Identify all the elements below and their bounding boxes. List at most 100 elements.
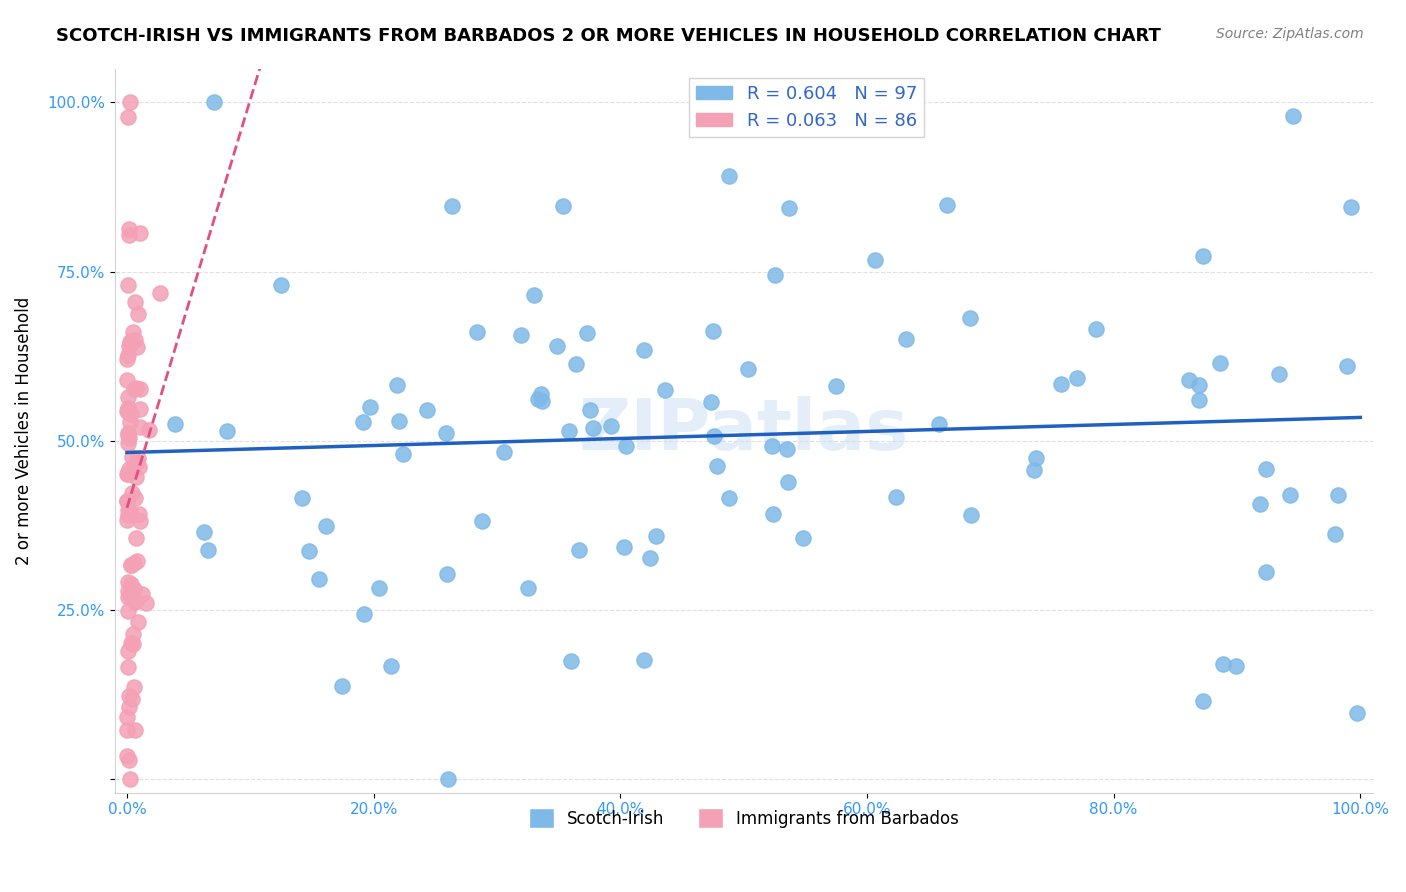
- Point: [118, 335, 141, 350]
- Point: [388, 414, 411, 428]
- Point: [118, 431, 141, 445]
- Point: [717, 169, 740, 183]
- Point: [120, 558, 142, 573]
- Point: [564, 357, 586, 371]
- Point: [120, 577, 142, 591]
- Point: [558, 424, 581, 438]
- Point: [128, 419, 150, 434]
- Point: [124, 531, 146, 545]
- Point: [1340, 200, 1362, 214]
- Point: [959, 508, 981, 522]
- Point: [546, 338, 568, 352]
- Point: [434, 425, 457, 440]
- Point: [127, 307, 149, 321]
- Point: [928, 417, 950, 431]
- Point: [115, 351, 138, 366]
- Point: [1249, 497, 1271, 511]
- Point: [138, 423, 160, 437]
- Point: [517, 582, 540, 596]
- Point: [128, 459, 150, 474]
- Point: [115, 373, 138, 387]
- Point: [718, 491, 741, 505]
- Point: [127, 450, 149, 465]
- Point: [1022, 463, 1045, 477]
- Point: [120, 334, 142, 348]
- Point: [118, 462, 141, 476]
- Point: [1279, 488, 1302, 502]
- Point: [122, 627, 145, 641]
- Point: [124, 491, 146, 506]
- Point: [702, 324, 724, 338]
- Point: [824, 378, 846, 392]
- Point: [1188, 393, 1211, 408]
- Point: [117, 277, 139, 292]
- Point: [492, 444, 515, 458]
- Point: [118, 772, 141, 786]
- Point: [1281, 109, 1303, 123]
- Point: [117, 404, 139, 418]
- Point: [700, 395, 723, 409]
- Point: [633, 343, 655, 357]
- Point: [1256, 565, 1278, 579]
- Point: [120, 407, 142, 421]
- Point: [529, 387, 551, 401]
- Point: [1025, 450, 1047, 465]
- Point: [121, 691, 143, 706]
- Point: [359, 401, 381, 415]
- Point: [117, 427, 139, 442]
- Point: [763, 268, 786, 282]
- Point: [117, 508, 139, 523]
- Point: [1346, 706, 1368, 720]
- Point: [202, 95, 225, 110]
- Point: [197, 543, 219, 558]
- Text: Source: ZipAtlas.com: Source: ZipAtlas.com: [1216, 27, 1364, 41]
- Point: [308, 572, 330, 586]
- Point: [600, 418, 623, 433]
- Point: [638, 551, 661, 566]
- Point: [270, 277, 292, 292]
- Point: [117, 435, 139, 450]
- Point: [129, 401, 152, 416]
- Point: [118, 339, 141, 353]
- Point: [120, 95, 142, 110]
- Text: ZIPatlas: ZIPatlas: [579, 396, 908, 465]
- Point: [1336, 359, 1358, 374]
- Point: [703, 429, 725, 443]
- Point: [163, 417, 186, 432]
- Point: [1323, 527, 1346, 541]
- Point: [128, 507, 150, 521]
- Point: [1066, 371, 1088, 385]
- Point: [135, 596, 157, 610]
- Point: [128, 226, 150, 240]
- Point: [117, 689, 139, 703]
- Point: [129, 383, 152, 397]
- Point: [437, 772, 460, 786]
- Point: [120, 465, 142, 479]
- Point: [117, 590, 139, 604]
- Point: [1256, 462, 1278, 476]
- Point: [633, 653, 655, 667]
- Point: [894, 333, 917, 347]
- Point: [790, 118, 813, 132]
- Point: [117, 700, 139, 714]
- Point: [115, 494, 138, 508]
- Point: [471, 514, 494, 528]
- Point: [217, 424, 239, 438]
- Point: [1192, 694, 1215, 708]
- Point: [530, 393, 553, 408]
- Point: [120, 558, 142, 573]
- Point: [127, 340, 149, 354]
- Legend: Scotch-Irish, Immigrants from Barbados: Scotch-Irish, Immigrants from Barbados: [522, 801, 966, 835]
- Point: [792, 531, 814, 545]
- Point: [863, 252, 886, 267]
- Point: [125, 380, 148, 394]
- Point: [124, 595, 146, 609]
- Point: [385, 377, 408, 392]
- Point: [121, 486, 143, 500]
- Point: [117, 110, 139, 124]
- Point: [125, 455, 148, 469]
- Point: [884, 490, 907, 504]
- Point: [353, 607, 375, 621]
- Point: [576, 326, 599, 340]
- Point: [291, 491, 314, 506]
